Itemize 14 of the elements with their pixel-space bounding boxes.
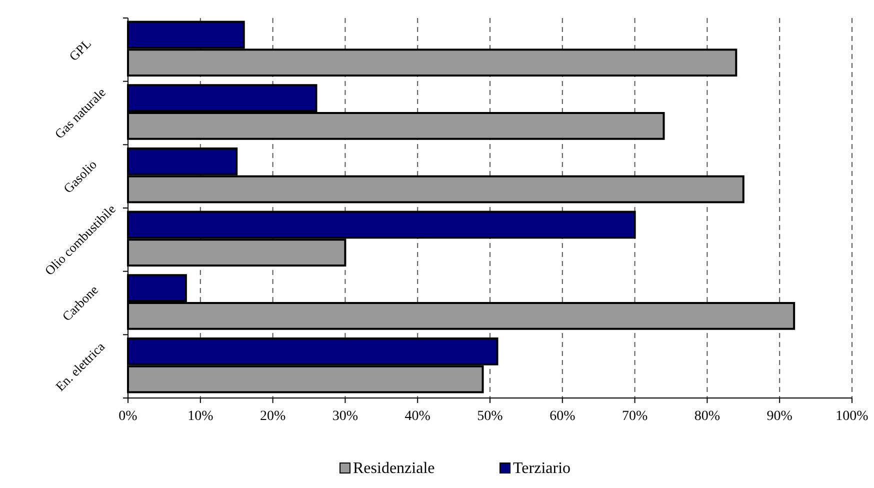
- x-tick-label: 80%: [694, 409, 720, 424]
- x-tick-label: 50%: [477, 409, 504, 424]
- x-tick-label: 30%: [332, 409, 358, 424]
- x-tick-label: 40%: [404, 409, 431, 424]
- legend-label: Terziario: [513, 460, 571, 477]
- legend-label: Residenziale: [353, 460, 435, 477]
- x-tick-label: 0%: [118, 409, 138, 424]
- x-tick-label: 70%: [622, 409, 648, 424]
- x-tick-label: 10%: [188, 409, 214, 424]
- x-tick-label: 90%: [766, 409, 793, 424]
- y-tick-label: GPL: [66, 36, 94, 64]
- x-tick-label: 60%: [550, 409, 576, 424]
- x-tick-label: 100%: [836, 409, 869, 424]
- x-tick-label: 20%: [260, 409, 286, 424]
